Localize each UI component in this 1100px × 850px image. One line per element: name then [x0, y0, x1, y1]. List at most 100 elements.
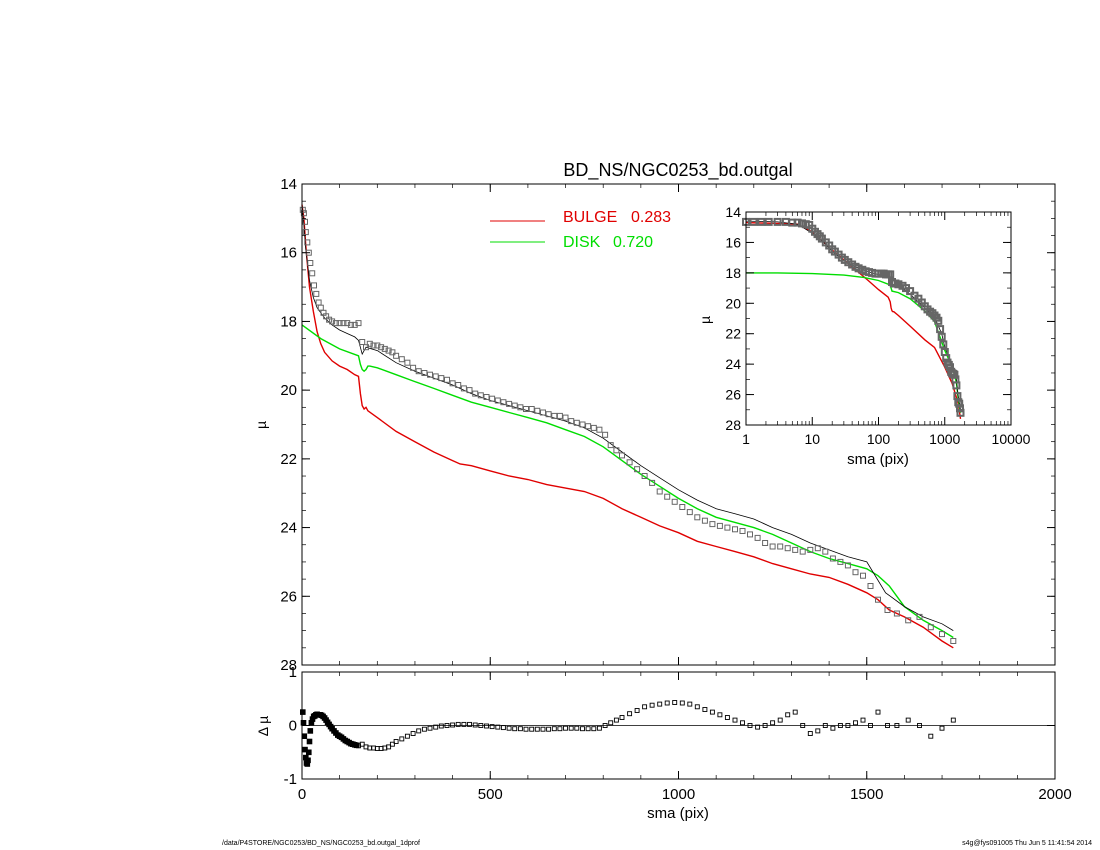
- data-point: [602, 431, 609, 438]
- data-point: [777, 717, 783, 723]
- data-point: [799, 548, 806, 555]
- data-point: [489, 395, 496, 402]
- x-tick-label: 1000: [662, 786, 695, 803]
- data-point: [613, 717, 619, 723]
- data-point: [545, 411, 552, 418]
- data-point: [875, 709, 881, 715]
- data-point: [313, 290, 320, 297]
- data-point: [619, 452, 625, 459]
- data-point: [950, 717, 956, 723]
- y-tick-label: 24: [725, 356, 741, 372]
- inset-axis-ticks: 14 16 18 20 22 24 26 281 10 100 1000 10000: [725, 204, 1030, 447]
- data-point: [344, 320, 351, 327]
- data-point: [311, 282, 317, 289]
- data-point: [602, 723, 608, 728]
- data-point: [884, 607, 891, 613]
- data-point: [769, 543, 776, 550]
- data-point: [686, 509, 693, 516]
- data-point: [299, 709, 306, 715]
- data-point: [917, 723, 922, 728]
- data-point: [523, 726, 529, 732]
- data-point: [754, 534, 761, 541]
- data-point: [792, 546, 799, 553]
- legend-label-bulge: BULGE: [563, 209, 617, 226]
- data-point: [815, 728, 821, 734]
- data-point: [784, 545, 791, 552]
- data-point: [702, 707, 708, 712]
- data-point: [477, 392, 484, 399]
- data-point: [952, 381, 961, 390]
- data-point: [534, 726, 540, 732]
- main-ylabel: µ: [253, 421, 269, 429]
- y-tick-label: 0: [289, 718, 297, 735]
- data-point: [822, 548, 829, 555]
- data-point: [626, 459, 633, 466]
- data-point: [529, 726, 535, 732]
- y-tick-label: 20: [725, 295, 741, 311]
- data-point: [716, 522, 723, 529]
- y-tick-label: 26: [725, 387, 741, 403]
- data-point: [351, 321, 358, 328]
- data-point: [478, 723, 484, 728]
- data-point: [551, 412, 558, 419]
- data-point: [905, 717, 911, 723]
- data-point: [574, 725, 580, 731]
- data-point: [937, 332, 946, 341]
- inset-background: [746, 212, 1011, 425]
- data-point: [556, 412, 563, 419]
- data-point: [305, 749, 312, 756]
- data-point: [399, 736, 405, 742]
- data-point: [385, 347, 392, 354]
- data-point: [657, 701, 663, 707]
- data-point: [472, 390, 479, 397]
- data-point: [649, 702, 655, 708]
- data-point: [315, 299, 322, 306]
- data-point: [955, 399, 964, 408]
- data-point: [301, 733, 308, 740]
- data-point: [679, 700, 685, 706]
- data-point: [634, 708, 640, 713]
- y-tick-label: 24: [280, 520, 297, 537]
- x-tick-label: 2000: [1038, 786, 1071, 803]
- data-point: [800, 723, 806, 728]
- y-tick-label: 26: [280, 588, 297, 605]
- data-point: [939, 631, 945, 638]
- data-point: [777, 543, 784, 550]
- data-point: [540, 409, 546, 416]
- main-title: BD_NS/NGC0253_bd.outgal: [563, 160, 792, 181]
- data-point: [596, 426, 603, 433]
- data-point: [528, 406, 535, 412]
- data-point: [455, 721, 461, 727]
- y-tick-label: -1: [284, 771, 297, 788]
- data-point: [585, 726, 591, 732]
- data-point: [433, 724, 439, 730]
- data-point: [732, 526, 738, 533]
- data-point: [934, 316, 943, 325]
- data-point: [546, 726, 552, 732]
- data-point: [860, 572, 866, 579]
- data-point: [307, 260, 314, 266]
- data-point: [489, 724, 495, 730]
- data-point: [764, 217, 773, 226]
- data-point: [950, 370, 959, 379]
- data-point: [363, 344, 369, 351]
- data-point: [755, 724, 761, 730]
- data-point: [867, 583, 874, 589]
- data-point: [649, 479, 656, 486]
- data-point: [785, 712, 791, 718]
- data-point: [664, 700, 670, 706]
- data-point: [517, 726, 523, 732]
- data-point: [495, 724, 501, 730]
- data-point: [302, 229, 309, 236]
- data-point: [450, 722, 456, 728]
- data-point: [523, 406, 529, 412]
- data-point: [444, 376, 450, 383]
- data-point: [739, 528, 746, 534]
- data-point: [305, 757, 311, 764]
- data-point: [366, 340, 373, 347]
- residual-xlabel: sma (pix): [647, 805, 709, 822]
- data-point: [749, 217, 758, 226]
- data-point: [844, 562, 851, 569]
- data-point: [596, 725, 602, 731]
- data-point: [916, 613, 923, 620]
